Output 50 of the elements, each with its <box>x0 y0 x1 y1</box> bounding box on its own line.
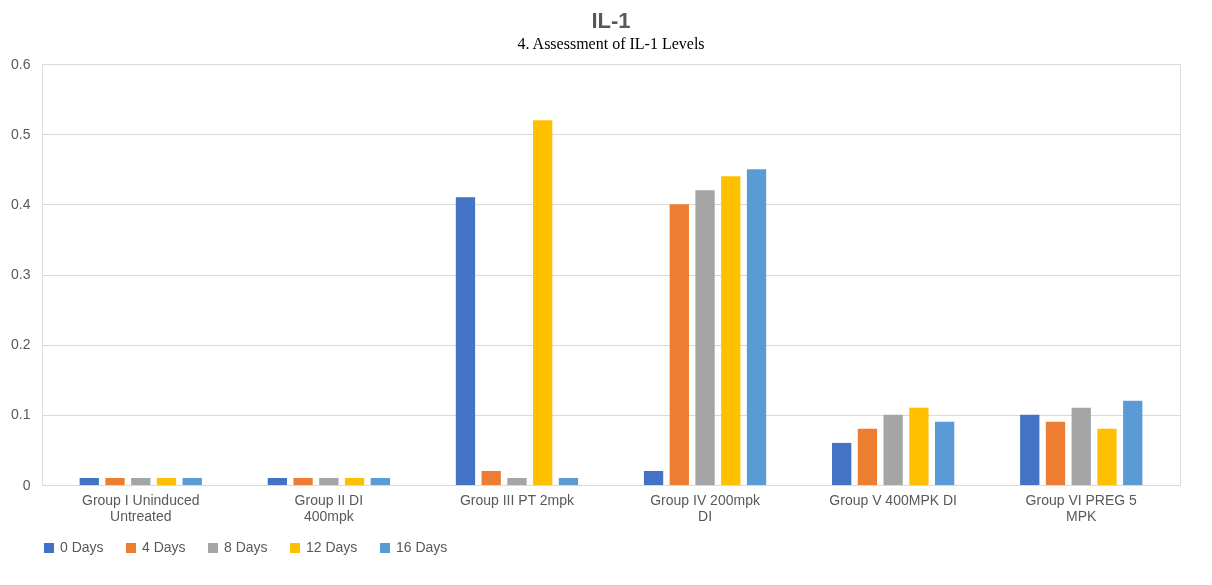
bar <box>370 477 390 485</box>
bar <box>1020 414 1040 485</box>
x-tick-label: Group VI PREG 5 MPK <box>1025 491 1138 524</box>
bar <box>883 414 903 485</box>
legend-label: 0 Days <box>60 539 104 555</box>
x-tick-label: Group I Uninduced Untreated <box>81 491 200 524</box>
bar <box>1045 421 1066 485</box>
chart-title: IL-1 <box>591 8 631 33</box>
bar <box>1071 407 1091 485</box>
y-tick-label: 0.4 <box>11 195 31 212</box>
y-tick-label: 0.3 <box>11 266 31 282</box>
x-tick-label: Group IV 200mpk DI <box>650 491 761 524</box>
y-tick-label: 0.5 <box>11 125 31 142</box>
y-tick-label: 0.2 <box>11 336 31 353</box>
legend-label: 16 Days <box>396 539 448 555</box>
bar <box>131 477 151 485</box>
x-tick-label: Group III PT 2mpk <box>459 491 576 508</box>
bar <box>507 477 527 485</box>
bar <box>832 442 852 485</box>
text: 4. Assessment of IL-1 Levels <box>517 35 705 52</box>
bar <box>267 477 288 485</box>
bar <box>669 204 689 485</box>
bar <box>344 477 365 485</box>
bar <box>721 176 741 485</box>
bar <box>105 477 125 485</box>
bar <box>909 407 929 485</box>
bar <box>293 477 313 485</box>
bar <box>934 421 955 485</box>
bar <box>558 477 579 485</box>
bar <box>533 120 553 485</box>
legend-label: 12 Days <box>306 539 358 555</box>
legend-label: 4 Days <box>142 539 186 555</box>
y-tick-label: 0.6 <box>11 55 31 72</box>
x-tick-label: Group V 400MPK DI <box>829 491 957 508</box>
bar <box>156 477 177 485</box>
y-tick-label: 0.1 <box>11 406 31 423</box>
bar <box>1097 428 1117 485</box>
bar <box>182 477 202 485</box>
bar <box>319 477 339 485</box>
bar <box>455 197 476 485</box>
bar <box>79 477 99 485</box>
bar <box>857 428 878 485</box>
bar <box>695 190 715 485</box>
legend-label: 8 Days <box>224 539 268 555</box>
bar <box>481 470 501 485</box>
x-tick-label: Group II DI 400mpk <box>294 491 364 524</box>
bar <box>746 169 767 485</box>
bar <box>1123 400 1143 485</box>
y-tick-label: 0 <box>22 476 31 493</box>
bar <box>643 470 664 485</box>
